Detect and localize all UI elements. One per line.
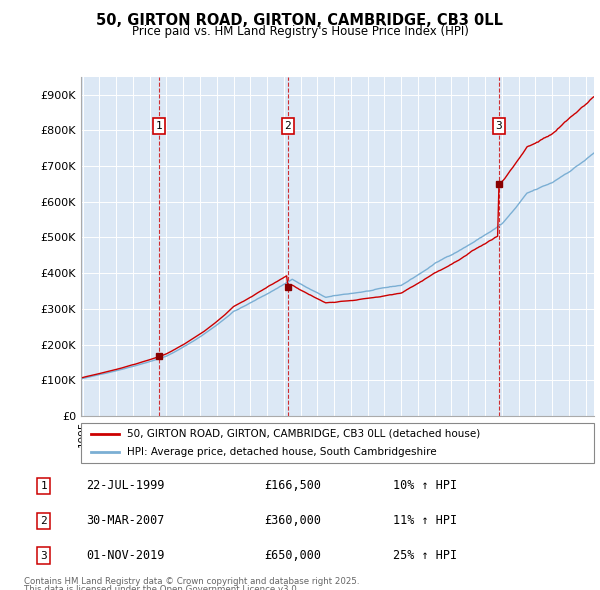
Text: £360,000: £360,000 (265, 514, 322, 527)
Text: 1: 1 (155, 121, 163, 131)
Text: Contains HM Land Registry data © Crown copyright and database right 2025.: Contains HM Land Registry data © Crown c… (24, 577, 359, 586)
Text: This data is licensed under the Open Government Licence v3.0.: This data is licensed under the Open Gov… (24, 585, 299, 590)
Text: 11% ↑ HPI: 11% ↑ HPI (392, 514, 457, 527)
Text: 10% ↑ HPI: 10% ↑ HPI (392, 479, 457, 492)
FancyBboxPatch shape (81, 423, 594, 463)
Text: 30-MAR-2007: 30-MAR-2007 (86, 514, 164, 527)
Text: 1: 1 (41, 481, 47, 491)
Text: 50, GIRTON ROAD, GIRTON, CAMBRIDGE, CB3 0LL (detached house): 50, GIRTON ROAD, GIRTON, CAMBRIDGE, CB3 … (127, 429, 481, 439)
Text: 2: 2 (41, 516, 47, 526)
Text: HPI: Average price, detached house, South Cambridgeshire: HPI: Average price, detached house, Sout… (127, 447, 437, 457)
Text: 2: 2 (284, 121, 291, 131)
Text: £166,500: £166,500 (265, 479, 322, 492)
Text: 25% ↑ HPI: 25% ↑ HPI (392, 549, 457, 562)
Text: £650,000: £650,000 (265, 549, 322, 562)
Text: 3: 3 (496, 121, 502, 131)
Text: 22-JUL-1999: 22-JUL-1999 (86, 479, 164, 492)
Text: Price paid vs. HM Land Registry's House Price Index (HPI): Price paid vs. HM Land Registry's House … (131, 25, 469, 38)
Text: 01-NOV-2019: 01-NOV-2019 (86, 549, 164, 562)
Text: 3: 3 (41, 550, 47, 560)
Text: 50, GIRTON ROAD, GIRTON, CAMBRIDGE, CB3 0LL: 50, GIRTON ROAD, GIRTON, CAMBRIDGE, CB3 … (97, 13, 503, 28)
